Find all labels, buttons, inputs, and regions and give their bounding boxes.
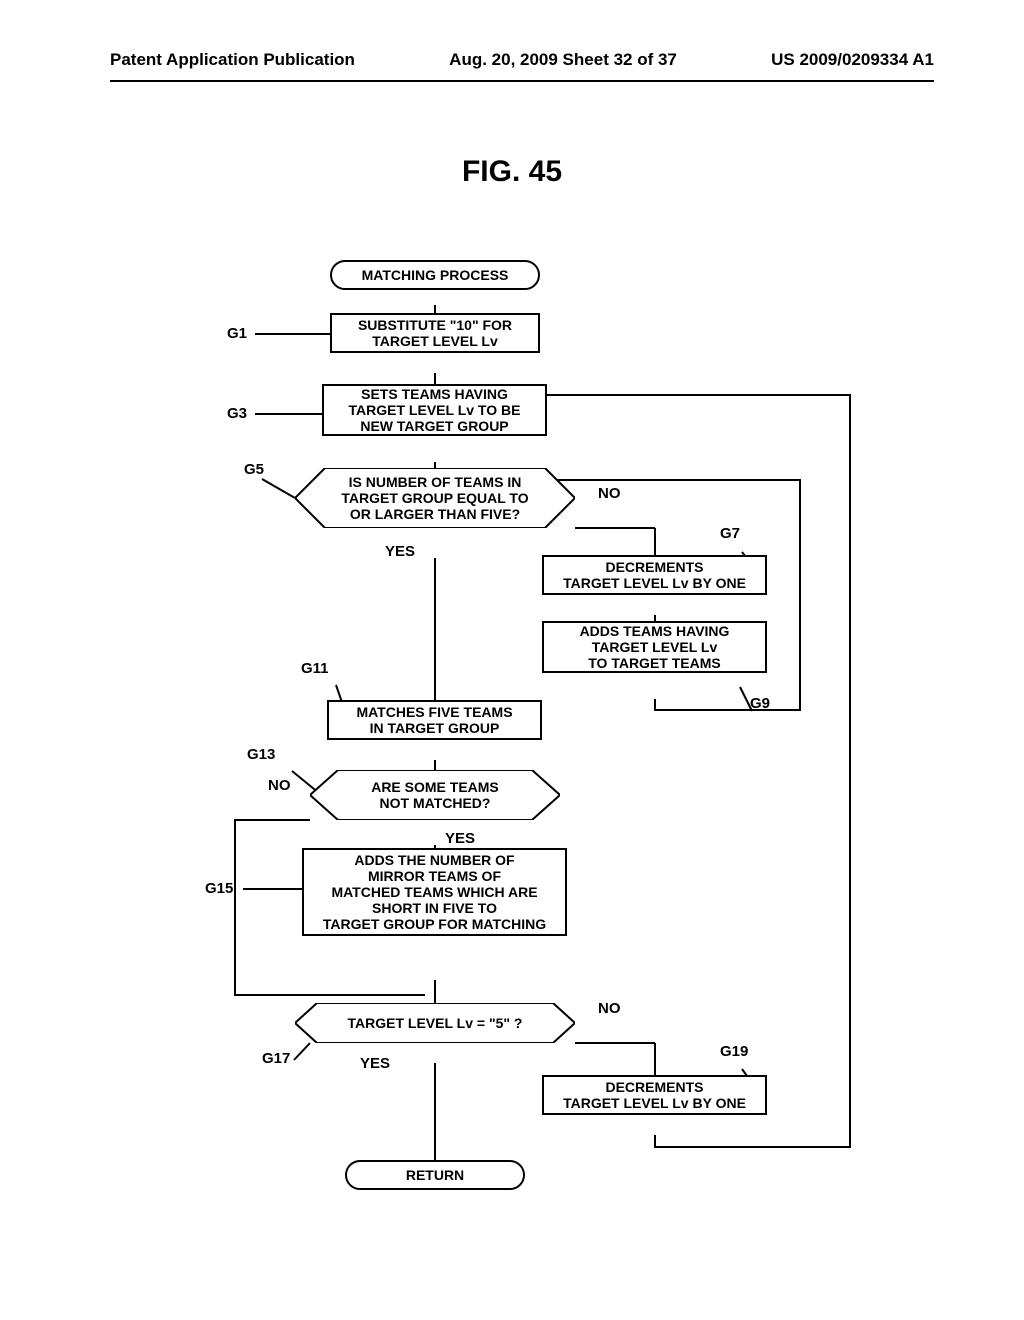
node-g11-text: MATCHES FIVE TEAMS IN TARGET GROUP: [356, 704, 512, 736]
label-g7: G7: [720, 525, 740, 542]
node-g9: ADDS TEAMS HAVING TARGET LEVEL Lv TO TAR…: [542, 621, 767, 673]
figure-title: FIG. 45: [0, 155, 1024, 189]
branch-g5-yes: YES: [385, 543, 415, 560]
node-g13: ARE SOME TEAMS NOT MATCHED?: [310, 770, 560, 820]
label-g9: G9: [750, 695, 770, 712]
header-rule: [110, 80, 934, 82]
label-g15: G15: [205, 880, 233, 897]
label-g3-line: [255, 413, 322, 415]
branch-g13-yes: YES: [445, 830, 475, 847]
node-g3-text: SETS TEAMS HAVING TARGET LEVEL Lv TO BE …: [349, 386, 521, 434]
node-g13-text: ARE SOME TEAMS NOT MATCHED?: [310, 770, 560, 820]
node-g1-text: SUBSTITUTE "10" FOR TARGET LEVEL Lv: [358, 317, 512, 349]
node-g7: DECREMENTS TARGET LEVEL Lv BY ONE: [542, 555, 767, 595]
header-left: Patent Application Publication: [110, 50, 355, 70]
node-g15-text: ADDS THE NUMBER OF MIRROR TEAMS OF MATCH…: [323, 852, 546, 932]
node-g19: DECREMENTS TARGET LEVEL Lv BY ONE: [542, 1075, 767, 1115]
branch-g17-no: NO: [598, 1000, 621, 1017]
label-g19: G19: [720, 1043, 748, 1060]
branch-g13-no: NO: [268, 777, 291, 794]
label-g1: G1: [227, 325, 247, 342]
node-start: MATCHING PROCESS: [330, 260, 540, 290]
branch-g17-yes: YES: [360, 1055, 390, 1072]
label-g11: G11: [301, 660, 329, 677]
label-g1-line: [255, 333, 330, 335]
label-g5: G5: [244, 461, 264, 478]
page-header: Patent Application Publication Aug. 20, …: [110, 50, 934, 70]
node-return: RETURN: [345, 1160, 525, 1190]
header-right: US 2009/0209334 A1: [771, 50, 934, 70]
node-g11: MATCHES FIVE TEAMS IN TARGET GROUP: [327, 700, 542, 740]
node-g5: IS NUMBER OF TEAMS IN TARGET GROUP EQUAL…: [295, 468, 575, 528]
node-g17: TARGET LEVEL Lv = "5" ?: [295, 1003, 575, 1043]
flowchart: MATCHING PROCESS SUBSTITUTE "10" FOR TAR…: [0, 255, 1024, 1255]
label-g13: G13: [247, 746, 275, 763]
label-g15-line: [243, 888, 302, 890]
label-g17: G17: [262, 1050, 290, 1067]
node-g5-text: IS NUMBER OF TEAMS IN TARGET GROUP EQUAL…: [295, 468, 575, 528]
node-g17-text: TARGET LEVEL Lv = "5" ?: [295, 1003, 575, 1043]
node-g7-text: DECREMENTS TARGET LEVEL Lv BY ONE: [563, 559, 746, 591]
node-start-text: MATCHING PROCESS: [362, 267, 509, 283]
label-g3: G3: [227, 405, 247, 422]
node-return-text: RETURN: [406, 1167, 464, 1183]
node-g9-text: ADDS TEAMS HAVING TARGET LEVEL Lv TO TAR…: [580, 623, 730, 671]
page: Patent Application Publication Aug. 20, …: [0, 0, 1024, 1320]
header-mid: Aug. 20, 2009 Sheet 32 of 37: [449, 50, 677, 70]
node-g15: ADDS THE NUMBER OF MIRROR TEAMS OF MATCH…: [302, 848, 567, 936]
node-g3: SETS TEAMS HAVING TARGET LEVEL Lv TO BE …: [322, 384, 547, 436]
node-g1: SUBSTITUTE "10" FOR TARGET LEVEL Lv: [330, 313, 540, 353]
node-g19-text: DECREMENTS TARGET LEVEL Lv BY ONE: [563, 1079, 746, 1111]
branch-g5-no: NO: [598, 485, 621, 502]
